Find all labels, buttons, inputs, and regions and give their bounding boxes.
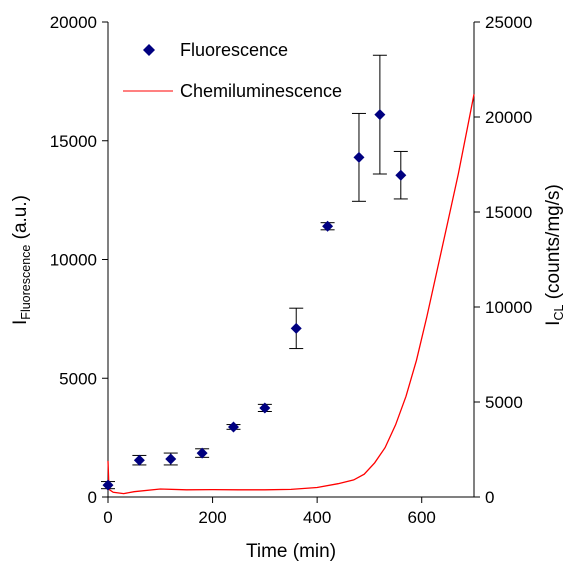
fluorescence-marker: [353, 151, 365, 163]
y-left-title-suffix: (a.u.): [10, 195, 31, 245]
chemiluminescence-layer: [107, 94, 475, 495]
fluorescence-point: [132, 454, 147, 466]
y-right-tick-label: 25000: [485, 13, 532, 32]
fluorescence-point: [101, 479, 115, 491]
y-right-title-suffix: (counts/mg/s): [543, 184, 564, 304]
fluorescence-point: [372, 54, 387, 175]
y-right-tick-label: 0: [485, 488, 494, 507]
fluorescence-marker: [133, 454, 145, 466]
y-left-tick-label: 0: [88, 488, 97, 507]
fluorescence-point: [195, 447, 210, 459]
y-left-tick-label: 20000: [50, 13, 97, 32]
y-left-tick-label: 10000: [50, 251, 97, 270]
x-tick-label: 400: [303, 508, 331, 527]
fluorescence-point: [226, 421, 241, 433]
y-right-title-main: I: [543, 321, 564, 326]
y-left-tick-group: 0 5000 10000 15000 20000: [50, 13, 108, 507]
x-tick-label: 200: [198, 508, 226, 527]
legend-chemiluminescence-label: Chemiluminescence: [180, 81, 342, 101]
x-tick-label: 600: [408, 508, 436, 527]
legend-fluorescence-marker: [143, 44, 155, 56]
y-right-tick-group: 0 5000 10000 15000 20000 25000: [474, 13, 532, 507]
fluorescence-point: [289, 307, 304, 350]
x-tick-group: 0 200 400 600: [103, 497, 436, 527]
fluorescence-point: [257, 402, 272, 414]
fluorescence-point: [351, 112, 366, 202]
fluorescence-marker: [395, 169, 407, 181]
fluorescence-marker: [196, 447, 208, 459]
legend: Fluorescence Chemiluminescence: [123, 40, 342, 101]
fluorescence-marker: [259, 402, 271, 414]
chemiluminescence-line: [107, 94, 475, 495]
y-right-tick-label: 5000: [485, 393, 523, 412]
y-right-title-sub: CL: [552, 305, 566, 321]
y-left-tick-label: 5000: [59, 369, 97, 388]
x-axis-title: Time (min): [246, 541, 336, 562]
legend-fluorescence-label: Fluorescence: [180, 40, 288, 60]
fluorescence-point: [163, 452, 178, 466]
fluorescence-marker: [165, 453, 177, 465]
y-right-axis-title: ICL (counts/mg/s): [543, 184, 566, 326]
y-left-tick-label: 15000: [50, 132, 97, 151]
fluorescence-marker: [322, 220, 334, 232]
y-right-tick-label: 20000: [485, 108, 532, 127]
y-left-title-main: I: [10, 320, 31, 325]
fluorescence-point: [320, 220, 335, 232]
y-right-tick-label: 15000: [485, 203, 532, 222]
fluorescence-layer: [101, 54, 408, 491]
y-right-tick-label: 10000: [485, 298, 532, 317]
fluorescence-marker: [290, 322, 302, 334]
fluorescence-marker: [102, 479, 114, 491]
fluorescence-point: [393, 150, 408, 200]
fluorescence-marker: [374, 109, 386, 121]
x-tick-label: 0: [103, 508, 112, 527]
fluorescence-marker: [227, 421, 239, 433]
y-left-title-sub: Fluorescence: [19, 245, 33, 320]
y-left-axis-title: IFluorescence (a.u.): [10, 195, 33, 325]
